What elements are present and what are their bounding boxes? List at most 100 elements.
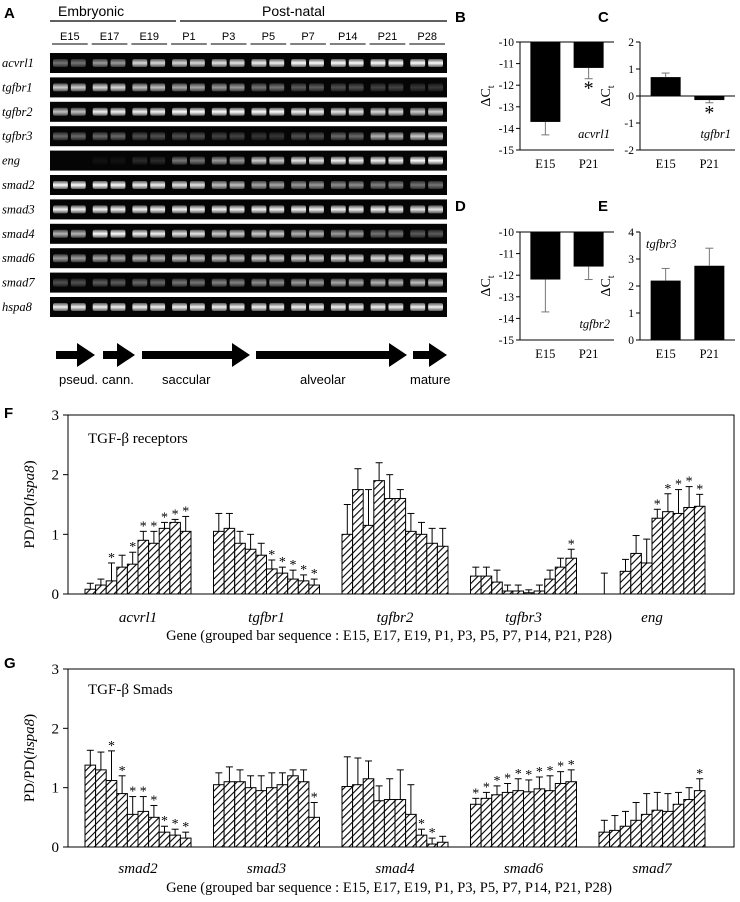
stage-arrow [413, 343, 447, 367]
gel-band [189, 303, 205, 311]
significance-star: * [108, 739, 115, 754]
gel-band [189, 107, 205, 116]
significance-star: * [472, 786, 479, 801]
gel-band [70, 107, 86, 116]
gene-label: tgfbr3 [2, 129, 33, 143]
gel-band [150, 156, 166, 165]
gel-band [211, 156, 227, 165]
gel-band [229, 156, 245, 165]
bar [533, 788, 546, 848]
bar [693, 505, 706, 595]
x-axis-label: Gene (grouped bar sequence : E15, E17, E… [166, 628, 612, 644]
y-tick-label: -2 [624, 145, 634, 157]
bar [148, 816, 160, 848]
significance-star: * [536, 765, 543, 780]
gel-band [388, 181, 404, 189]
x-tick-label: E15 [535, 157, 555, 171]
gel-band [348, 59, 364, 67]
panel-label: G [4, 655, 16, 672]
gel-band [251, 132, 267, 141]
gel-band [132, 205, 148, 214]
bar [137, 810, 150, 848]
gel-band [211, 132, 227, 141]
gel-band [211, 181, 227, 189]
gel-band [132, 59, 148, 67]
gel-band [53, 278, 68, 287]
bar [148, 542, 160, 595]
category-label: tgfbr3 [505, 610, 542, 626]
gel-band [291, 278, 307, 287]
gel-band [132, 181, 148, 189]
significance-star: * [108, 551, 115, 566]
gel-band [388, 156, 404, 165]
gel-band [229, 83, 245, 92]
x-tick-label: E15 [535, 347, 555, 361]
significance-star: * [654, 497, 661, 512]
bar [470, 803, 482, 848]
chart-B: B -10 -11 -12 -13 -14 -15 ΔCt E15 P21 * acvrl1 [455, 9, 614, 171]
gel-band [428, 205, 443, 214]
significance-star: * [140, 519, 147, 534]
bar [480, 575, 493, 595]
bar [255, 554, 267, 595]
gel-band [70, 229, 86, 238]
gel-band [150, 254, 166, 263]
gel-band [330, 156, 346, 165]
gel-band [428, 278, 443, 287]
significance-star: * [129, 540, 136, 555]
significance-star: * [418, 817, 425, 832]
gel-band [348, 107, 364, 116]
significance-star: * [119, 764, 126, 779]
gel-band [388, 229, 404, 238]
gel-band [370, 254, 386, 263]
y-tick-label: 1 [628, 64, 634, 76]
gel-band [172, 132, 187, 141]
gel-band [189, 156, 205, 165]
gel-band [172, 83, 187, 92]
gel-band [70, 132, 86, 141]
bar [544, 790, 556, 848]
gel-band [211, 59, 227, 67]
significance-star: * [172, 507, 179, 522]
bar [266, 568, 278, 595]
gel-band [70, 254, 86, 263]
gel-band [309, 303, 324, 311]
bar [683, 506, 695, 595]
lane-label: P7 [301, 31, 314, 43]
bar [179, 530, 192, 595]
category-label: tgfbr1 [248, 610, 285, 626]
gel-band [229, 278, 245, 287]
gel-band [410, 229, 426, 238]
bar [394, 799, 407, 848]
gel-band [291, 156, 307, 165]
bar [651, 517, 664, 595]
gel-band [269, 181, 285, 189]
gel-band [92, 156, 108, 165]
bar [234, 781, 246, 848]
y-tick-label: -11 [499, 59, 514, 71]
significance-star: * [311, 791, 318, 806]
significance-star: * [182, 820, 189, 835]
gel-band [309, 83, 324, 92]
gel-band [330, 303, 346, 311]
gel-band [251, 254, 267, 263]
gel-band [189, 59, 205, 67]
lane-label: P1 [182, 31, 195, 43]
gel-strip [50, 53, 447, 73]
gel-band [309, 156, 324, 165]
bar [523, 592, 535, 595]
y-axis-label: ΔCt [479, 85, 497, 106]
gel-band [309, 229, 324, 238]
significance-star: * [675, 478, 682, 493]
gel-band [269, 83, 285, 92]
gel-band [110, 303, 126, 311]
gel-band [92, 181, 108, 189]
y-tick-label: 0 [628, 335, 634, 347]
bar [255, 790, 267, 848]
significance-star: * [504, 772, 511, 787]
bar [352, 784, 364, 848]
gel-band [92, 132, 108, 141]
gel-band [110, 156, 126, 165]
